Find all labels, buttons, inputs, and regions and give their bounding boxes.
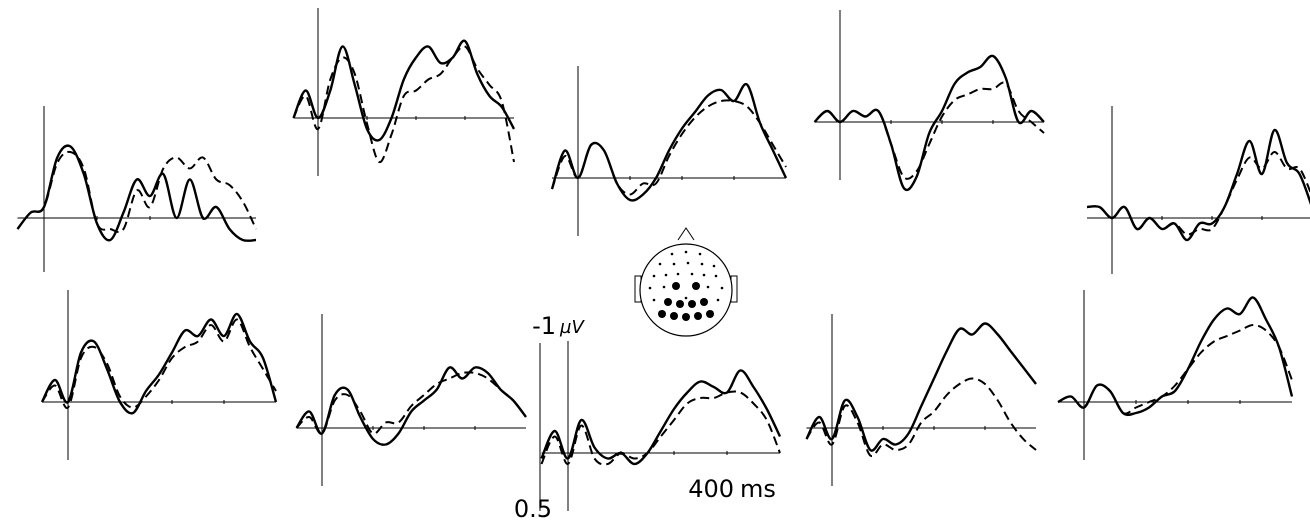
erp-panel	[40, 290, 278, 460]
waveform-dashed	[551, 99, 787, 196]
electrode-dot-selected	[694, 312, 702, 320]
electrode-dot	[676, 272, 680, 276]
waveform-dashed	[292, 45, 515, 163]
electrode-dot	[720, 286, 724, 290]
scale-time-label: 400	[688, 475, 734, 503]
scale-top-label: -1	[532, 312, 556, 340]
waveform-solid	[295, 366, 527, 446]
erp-panel	[550, 66, 788, 236]
electrode-dot	[652, 298, 656, 302]
electrode-dot	[672, 262, 676, 266]
erp-panel	[813, 10, 1045, 192]
electrode-dot-selected	[692, 282, 700, 290]
erp-panel	[16, 106, 257, 272]
waveform-solid	[40, 312, 278, 415]
electrode-dot	[716, 298, 720, 302]
electrode-dot-selected	[664, 298, 672, 306]
waveform-dashed	[16, 150, 257, 234]
electrode-dot	[686, 261, 690, 265]
electrode-dot	[658, 262, 662, 266]
electrode-dot-selected	[676, 300, 684, 308]
waveform-dashed	[1057, 324, 1293, 415]
electrode-dot-selected	[670, 312, 678, 320]
waveform-dashed	[540, 390, 781, 466]
erp-panel	[295, 314, 527, 486]
waveform-dashed	[813, 81, 1045, 180]
waveform-solid	[292, 39, 516, 142]
electrode-dot-selected	[682, 313, 690, 321]
waveform-solid	[1057, 296, 1294, 417]
scale-unit-label: µV	[559, 317, 585, 338]
electrode-dot	[690, 272, 694, 276]
waveform-solid	[16, 144, 257, 242]
scale-time-unit-label: ms	[740, 475, 776, 503]
erp-panel	[805, 314, 1037, 486]
waveform-solid	[550, 82, 788, 202]
electrode-dot-selected	[700, 298, 708, 306]
waveform-dashed	[295, 371, 527, 435]
electrode-dot-selected	[672, 282, 680, 290]
electrode-dot	[684, 250, 688, 254]
erp-panels	[16, 8, 1310, 511]
electrode-dot	[684, 296, 688, 300]
electrode-dot	[714, 274, 718, 278]
electrode-dot	[698, 252, 702, 256]
electrode-dot	[662, 285, 666, 289]
waveform-solid	[540, 369, 782, 466]
electrode-dot	[652, 274, 656, 278]
erp-panel	[540, 341, 782, 511]
head-electrode-map-icon	[634, 227, 738, 337]
electrode-dots	[648, 250, 724, 321]
waveform-solid	[813, 54, 1045, 192]
electrode-dot	[706, 285, 710, 289]
waveform-dashed	[805, 377, 1037, 458]
waveform-dashed	[1086, 151, 1310, 236]
erp-panel	[1086, 106, 1310, 274]
waveform-dashed	[41, 318, 277, 409]
electrode-dot-selected	[688, 300, 696, 308]
electrode-dot	[700, 262, 704, 266]
electrode-dot	[702, 273, 706, 277]
electrode-dot-selected	[706, 310, 714, 318]
erp-panel	[292, 8, 516, 176]
waveform-solid	[1086, 128, 1310, 242]
electrode-dot	[648, 286, 652, 290]
erp-panel	[1057, 290, 1294, 460]
waveform-solid	[805, 322, 1037, 452]
electrode-dot	[664, 273, 668, 277]
scale-bottom-label: 0.5	[514, 495, 552, 523]
scale-legend: -1 µV 0.5 400 ms	[514, 312, 776, 523]
electrode-dot	[670, 252, 674, 256]
electrode-dot	[712, 264, 716, 268]
electrode-dot-selected	[658, 310, 666, 318]
